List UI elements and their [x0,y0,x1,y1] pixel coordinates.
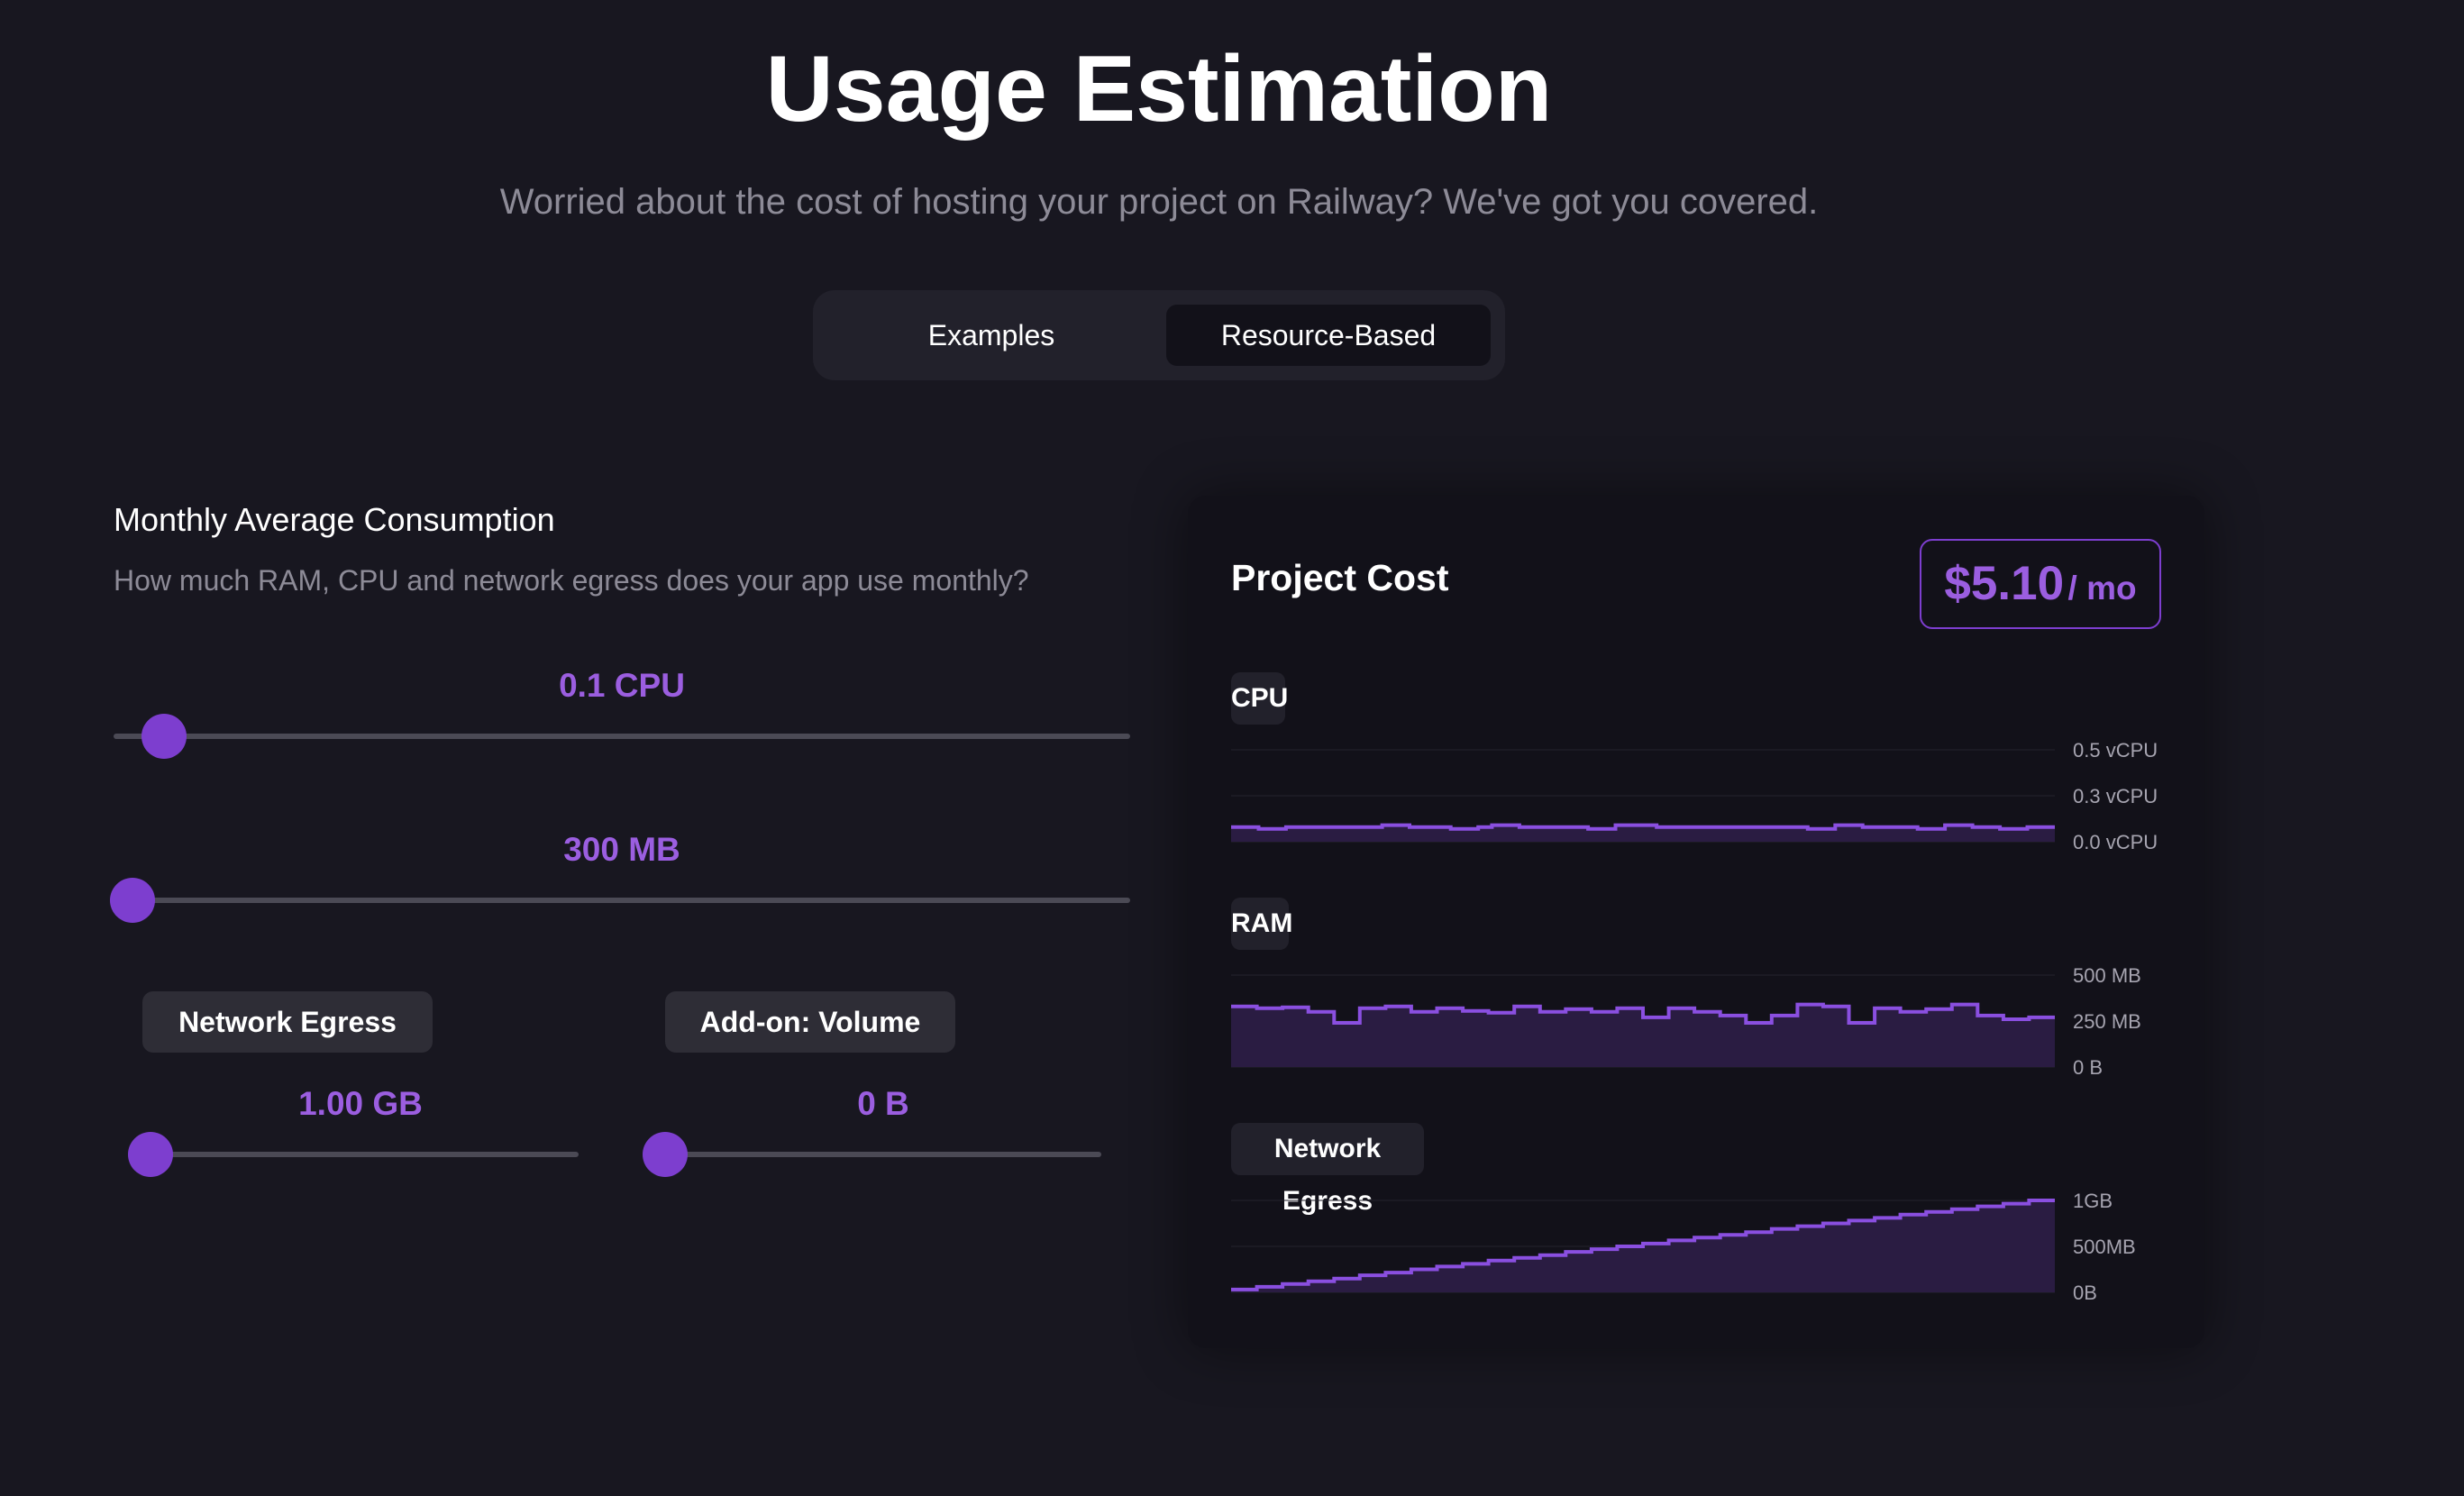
network-egress-y-tick-label: 1GB [2073,1190,2113,1212]
ram-series-line [1231,1002,2055,1025]
cpu-series-line [1231,823,2055,831]
ram-value: 300 MB [563,831,680,868]
volume-slider-thumb[interactable] [643,1132,688,1177]
network-egress-chart-label: Network Egress [1231,1123,1424,1216]
network-egress-chip: Network Egress [142,991,433,1053]
project-cost-total: $5.10 / mo [1920,539,2161,629]
consumption-heading: Monthly Average Consumption [114,501,555,538]
network-egress-y-tick-label: 500MB [2073,1236,2136,1258]
cost-amount: $5.10 [1944,557,2065,610]
ram-slider-thumb[interactable] [110,878,155,923]
network-egress-value: 1.00 GB [298,1085,423,1122]
consumption-description: How much RAM, CPU and network egress doe… [114,564,1029,597]
cpu-y-tick-label: 0.3 vCPU [2073,785,2158,807]
network-egress-series-line [1231,1199,2055,1291]
cpu-y-tick-label: 0.0 vCPU [2073,831,2158,849]
tab-examples[interactable]: Examples [927,319,1055,351]
tab-resource-based[interactable]: Resource-Based [1166,305,1491,366]
project-cost-title: Project Cost [1231,557,1449,598]
cpu-y-tick-label: 0.5 vCPU [2073,739,2158,762]
ram-chart-label: RAM [1231,898,1292,950]
ram-y-tick-label: 0 B [2073,1056,2103,1074]
page-title: Usage Estimation [765,37,1553,141]
ram-y-tick-label: 500 MB [2073,964,2141,987]
volume-slider-track[interactable] [647,1152,1101,1157]
cpu-chart-label: CPU [1231,672,1288,725]
network-egress-slider-track[interactable] [133,1152,579,1157]
cpu-slider-thumb[interactable] [141,714,187,759]
ram-usage-chart: 500 MB 250 MB 0 B [1231,957,2186,1074]
cpu-slider-track[interactable] [114,734,1130,739]
volume-value: 0 B [857,1085,909,1122]
cpu-usage-chart: 0.5 vCPU 0.3 vCPU 0.0 vCPU [1231,732,2186,849]
cpu-area-fill [1231,825,2055,842]
ram-slider-track[interactable] [114,898,1130,903]
project-cost-card: Project Cost $5.10 / mo CPU 0.5 vCPU 0.3 … [1188,496,2204,1348]
network-egress-slider-thumb[interactable] [128,1132,173,1177]
estimation-mode-tabs: Examples Resource-Based [813,290,1505,380]
volume-addon-chip: Add-on: Volume [665,991,955,1053]
network-egress-y-tick-label: 0B [2073,1282,2097,1300]
network-egress-chart: 1GB 500MB 0B [1231,1182,2186,1300]
page-subtitle: Worried about the cost of hosting your p… [499,182,1819,222]
cpu-value: 0.1 CPU [559,667,685,704]
ram-y-tick-label: 250 MB [2073,1010,2141,1033]
cost-unit: / mo [2067,570,2137,607]
